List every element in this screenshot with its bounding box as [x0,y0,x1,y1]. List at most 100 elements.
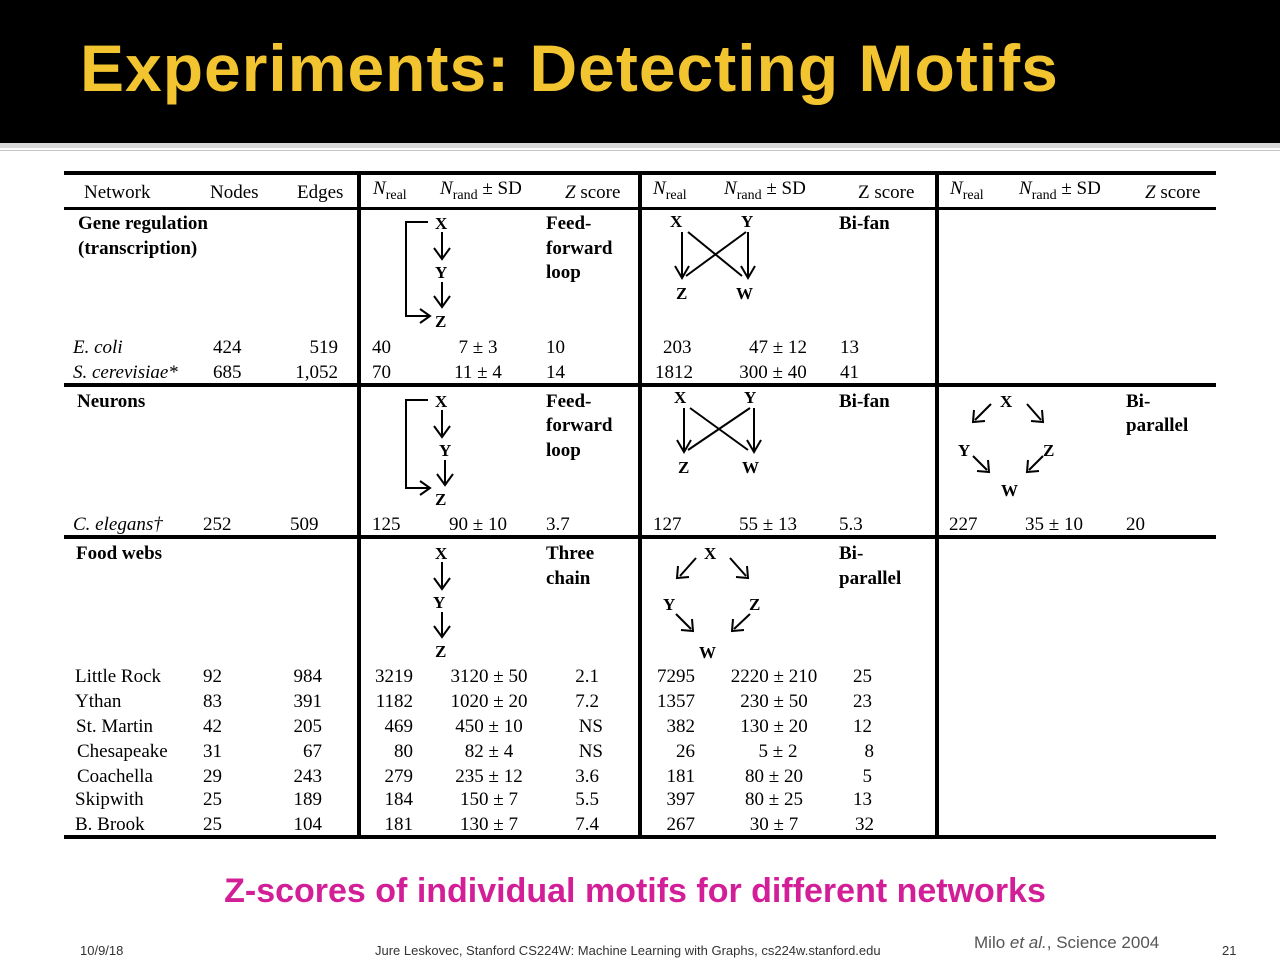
motif-name-ffl-neurons-c: loop [546,440,581,461]
svg-text:Z: Z [1043,441,1054,460]
m2-z-b-brook: 32 [855,814,874,835]
network-skipwith: Skipwith [75,789,144,810]
network-ythan: Ythan [75,691,122,712]
edges-little-rock: 984 [293,666,323,687]
nodes-scerevisiae: 685 [213,362,242,383]
svg-text:W: W [699,643,716,662]
network-little-rock: Little Rock [75,666,162,687]
header-nreal-1: Nreal [373,178,407,203]
network-coachella: Coachella [77,766,153,787]
three-chain-motif: X Y Z [433,544,451,661]
bi-parallel-motif-neurons: X Y Z W [958,392,1054,500]
m1-real-chesapeake: 80 [394,741,413,762]
header-edges: Edges [297,182,344,203]
svg-text:Y: Y [663,595,675,614]
m1-z-ythan: 7.2 [575,691,599,712]
header-zscore-1: Z score [565,182,621,203]
m2-z-chesapeake: 8 [864,741,875,762]
m1-z-b-brook: 7.4 [575,814,599,835]
m2-z-little-rock: 25 [853,666,872,687]
column-divider-3 [935,171,939,839]
section-label-transcription: (transcription) [78,238,198,259]
slide-title: Experiments: Detecting Motifs [80,31,1059,105]
svg-text:X: X [670,212,683,231]
m2-z-ecoli: 13 [840,337,859,358]
m2-rand-little-rock: 2220 ± 210 [730,666,818,687]
network-celegans: C. elegans† [73,514,163,535]
footer-course: Jure Leskovec, Stanford CS224W: Machine … [375,943,881,958]
m1-z-celegans: 3.7 [546,514,570,535]
header-zscore-3: Z score [1145,182,1201,203]
m1-real-st-martin: 469 [384,716,414,737]
m1-z-ecoli: 10 [546,337,565,358]
motif-name-ffl-b: forward [546,238,613,259]
nodes-b-brook: 25 [203,814,222,835]
network-ecoli: E. coli [73,337,123,358]
svg-text:Y: Y [435,263,447,282]
m1-rand-b-brook: 130 ± 7 [460,814,518,835]
m1-real-b-brook: 181 [384,814,414,835]
m2-real-ecoli: 203 [663,337,692,358]
svg-text:Y: Y [744,388,756,407]
edges-celegans: 509 [290,514,319,535]
motif-name-bifan-gene: Bi-fan [839,213,890,234]
m2-z-scerevisiae: 41 [840,362,859,383]
motif-name-ffl-neurons-a: Feed- [546,391,592,412]
m1-z-skipwith: 5.5 [575,789,599,810]
svg-text:W: W [1001,481,1018,500]
svg-text:Z: Z [676,284,687,303]
nodes-ythan: 83 [203,691,222,712]
svg-text:Z: Z [435,312,446,331]
network-b-brook: B. Brook [75,814,145,835]
page-number: 21 [1222,943,1237,958]
nodes-chesapeake: 31 [203,741,222,762]
m1-rand-ythan: 1020 ± 20 [450,691,528,712]
network-st-martin: St. Martin [76,716,154,737]
m2-rand-ythan: 230 ± 50 [740,691,808,712]
edges-scerevisiae: 1,052 [295,362,338,383]
m2-rand-b-brook: 30 ± 7 [749,814,799,835]
m2-rand-celegans: 55 ± 13 [739,514,797,535]
header-nodes: Nodes [210,182,259,203]
svg-text:X: X [1000,392,1013,411]
motif-name-ffl-neurons-b: forward [546,415,613,436]
m1-rand-chesapeake: 82 ± 4 [464,741,514,762]
motif-name-biparallel-food-b: parallel [839,568,902,589]
m2-real-skipwith: 397 [666,789,696,810]
svg-text:X: X [435,544,448,563]
nodes-celegans: 252 [203,514,232,535]
m1-real-coachella: 279 [384,766,414,787]
m1-real-ecoli: 40 [372,337,391,358]
section-label-neurons: Neurons [77,391,146,412]
network-scerevisiae: S. cerevisiae* [73,362,178,383]
svg-text:X: X [435,392,448,411]
motif-name-three-chain-a: Three [546,543,595,564]
header-nrand-2: Nrand ± SD [724,178,806,203]
svg-text:Y: Y [439,441,451,460]
m2-z-skipwith: 13 [853,789,872,810]
m2-z-celegans: 5.3 [839,514,863,535]
motif-name-biparallel-food-a: Bi- [839,543,864,564]
m2-real-b-brook: 267 [666,814,696,835]
m2-real-ythan: 1357 [657,691,695,712]
edges-st-martin: 205 [293,716,323,737]
bi-fan-motif-gene: X Y Z W [670,212,756,303]
m2-real-st-martin: 382 [666,716,696,737]
column-divider-2 [638,171,642,839]
edges-b-brook: 104 [293,814,323,835]
svg-text:Z: Z [749,595,760,614]
m1-rand-celegans: 90 ± 10 [449,514,507,535]
svg-text:W: W [742,458,759,477]
title-divider-thin [0,150,1280,151]
column-divider-1 [357,171,361,839]
header-nrand-3: Nrand ± SD [1019,178,1101,203]
m2-rand-ecoli: 47 ± 12 [749,337,807,358]
m1-rand-ecoli: 7 ± 3 [458,337,498,358]
m1-real-little-rock: 3219 [375,666,413,687]
m2-rand-st-martin: 130 ± 20 [740,716,808,737]
motif-name-biparallel-neurons-a: Bi- [1126,391,1151,412]
svg-text:Z: Z [435,490,446,509]
m2-real-little-rock: 7295 [657,666,695,687]
svg-text:X: X [704,544,717,563]
nodes-skipwith: 25 [203,789,222,810]
